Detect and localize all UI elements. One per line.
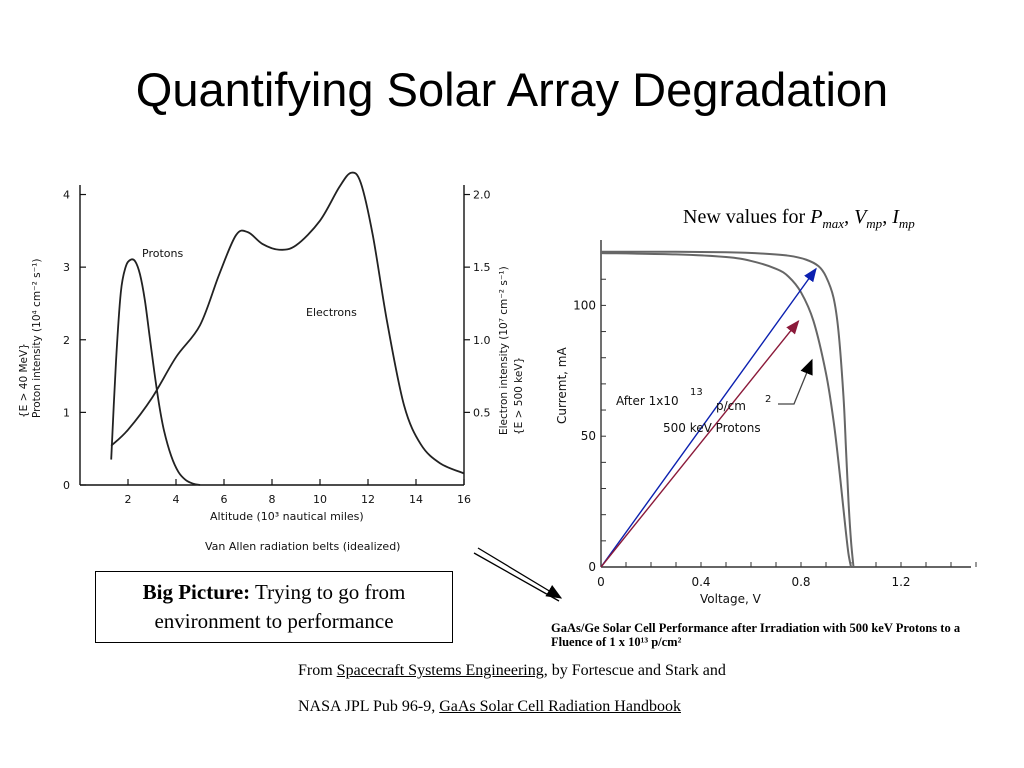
iv-ticks: 0 0.4 0.8 1.2 0 50 100 — [573, 252, 977, 589]
iv-axes — [600, 240, 971, 568]
reference-line-2: NASA JPL Pub 96-9, GaAs Solar Cell Radia… — [298, 698, 681, 716]
annotation-pointer — [778, 358, 813, 405]
i-subscript: mp — [898, 216, 915, 231]
proton-y-tick-label: 3 — [63, 261, 70, 274]
link-arrow — [473, 547, 563, 602]
proton-y-tick-label: 4 — [63, 189, 70, 202]
proton-y-tick-label: 1 — [63, 406, 70, 419]
slide-title: Quantifying Solar Array Degradation — [135, 63, 889, 116]
pmax-after-arrow — [600, 320, 800, 568]
van-allen-x-tick-label: 6 — [221, 493, 228, 506]
iv-y-tick-label: 0 — [588, 560, 596, 574]
van-allen-axes — [79, 185, 465, 486]
protons-curve — [110, 258, 201, 486]
p-subscript: max — [822, 216, 845, 231]
annotation-unit: p/cm — [716, 399, 746, 413]
electron-energy-note: {E > 500 keV} — [513, 357, 525, 435]
electron-y-axis-label: Electron intensity (10⁷ cm⁻² s⁻¹) — [498, 266, 510, 435]
van-allen-x-axis-label: Altitude (10³ nautical miles) — [210, 510, 364, 523]
pmax-before-arrow — [600, 267, 817, 568]
new-values-note: New values for Pmax, Vmp, Imp — [683, 206, 915, 232]
iv-x-tick-label: 0 — [597, 575, 605, 589]
electron-y-tick-label: 2.0 — [473, 189, 491, 202]
annotation-after: After 1x10 — [616, 394, 679, 408]
iv-x-axis-label: Voltage, V — [700, 592, 762, 606]
iv-chart-caption: GaAs/Ge Solar Cell Performance after Irr… — [551, 621, 961, 649]
van-allen-x-tick-label: 8 — [269, 493, 276, 506]
proton-energy-note: {E > 40 MeV} — [18, 343, 30, 418]
van-allen-caption: Van Allen radiation belts (idealized) — [205, 540, 400, 553]
iv-arrows — [600, 267, 817, 568]
iv-y-tick-label: 50 — [581, 429, 596, 443]
van-allen-x-tick-label: 2 — [125, 493, 132, 506]
p-symbol: P — [810, 206, 823, 228]
proton-y-tick-label: 2 — [63, 334, 70, 347]
electron-y-tick-label: 1.5 — [473, 261, 491, 274]
ref2-prefix: NASA JPL Pub 96-9, — [298, 698, 440, 715]
v-subscript: mp — [866, 216, 883, 231]
new-values-prefix: New values for — [683, 206, 811, 228]
fluence-annotation: After 1x10 13 p/cm 2 500 keV Protons — [616, 358, 813, 435]
big-picture-text: Trying to go from environment to perform… — [154, 580, 406, 633]
electron-y-tick-label: 0.5 — [473, 406, 491, 419]
iv-y-tick-label: 100 — [573, 298, 596, 312]
reference-line-1: From Spacecraft Systems Engineering, by … — [298, 662, 726, 680]
annotation-unit-exponent: 2 — [765, 394, 771, 405]
iv-x-tick-label: 0.8 — [791, 575, 810, 589]
protons-series-label: Protons — [142, 247, 183, 260]
big-picture-label: Big Picture: — [142, 580, 251, 604]
iv-x-tick-label: 0.4 — [691, 575, 710, 589]
van-allen-x-tick-label: 10 — [313, 493, 327, 506]
ref1-prefix: From — [298, 662, 337, 679]
van-allen-x-tick-label: 16 — [457, 493, 471, 506]
iv-x-tick-label: 1.2 — [891, 575, 910, 589]
electron-y-tick-label: 1.0 — [473, 334, 491, 347]
proton-y-axis-label: Proton intensity (10⁴ cm⁻² s⁻¹) — [31, 259, 43, 418]
iv-curve-initial — [600, 250, 855, 568]
iv-y-axis-label: Curremt, mA — [555, 347, 569, 424]
van-allen-x-tick-label: 4 — [173, 493, 180, 506]
big-picture-box: Big Picture: Trying to go from environme… — [95, 571, 453, 643]
annotation-exponent: 13 — [690, 387, 703, 398]
van-allen-x-tick-label: 14 — [409, 493, 423, 506]
electrons-curve — [110, 171, 465, 475]
v-symbol: V — [854, 206, 867, 228]
i-symbol: I — [892, 206, 899, 228]
iv-curves — [600, 250, 855, 568]
proton-y-tick-label: 0 — [63, 479, 70, 492]
ref1-link[interactable]: Spacecraft Systems Engineering — [336, 662, 544, 679]
van-allen-x-tick-label: 12 — [361, 493, 375, 506]
sep-2: , — [882, 206, 893, 228]
ref1-suffix: , by Fortescue and Stark and — [543, 662, 726, 679]
ref2-link[interactable]: GaAs Solar Cell Radiation Handbook — [439, 698, 681, 715]
annotation-protons: 500 keV Protons — [663, 421, 761, 435]
iv-curve-irradiated — [600, 252, 852, 568]
electrons-series-label: Electrons — [306, 306, 357, 319]
sep-1: , — [844, 206, 855, 228]
van-allen-curves — [110, 171, 465, 486]
